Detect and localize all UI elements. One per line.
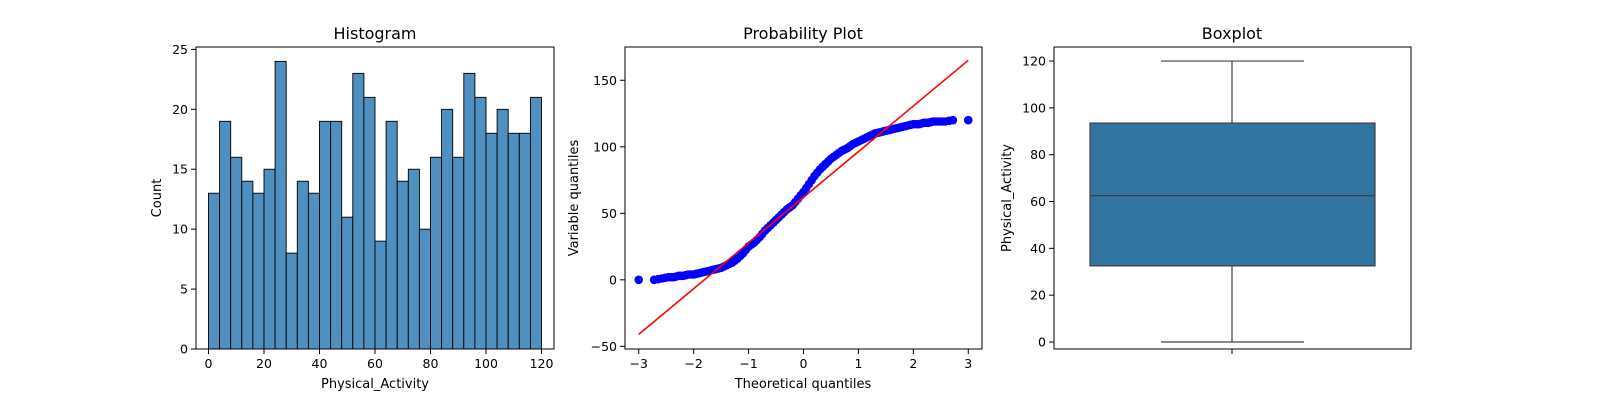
probability-plot-points [634,115,973,285]
x-tick-label: 100 [474,356,498,371]
boxplot-panel: Boxplot 0 20 40 60 80 100 120 Physical_Activit… [1000,24,1412,354]
probability-plot-point [963,115,973,125]
boxplot-ylabel: Physical_Activity [1000,144,1015,252]
histogram-bar [407,168,420,350]
histogram-bar [285,252,298,350]
probability-plot-x-ticks: −3 −2 −1 0 1 2 3 [630,349,972,371]
probability-plot-title: Probability Plot [743,24,863,43]
histogram-bar [452,156,465,350]
histogram-xlabel: Physical_Activity [321,377,429,392]
y-tick-label: 100 [1022,100,1046,115]
histogram-bar [319,120,332,350]
x-tick-label: 2 [909,356,917,371]
y-tick-label: 20 [1030,288,1046,303]
histogram-bar [274,60,287,350]
probability-plot-xlabel: Theoretical quantiles [734,377,872,392]
histogram-bar [208,192,221,350]
histogram-panel: Histogram 0 20 40 60 80 100 120 0 5 10 15 20 25 Phy… [150,24,555,392]
y-tick-label: 5 [180,282,188,297]
x-tick-label: −2 [684,356,702,371]
histogram-bar [418,228,431,350]
y-tick-label: 120 [1022,54,1046,69]
histogram-bar [307,192,320,350]
histogram-bar [296,180,309,350]
boxplot-y-ticks: 0 20 40 60 80 100 120 [1022,54,1054,349]
histogram-bar [485,132,498,350]
histogram-bar [374,240,387,350]
y-tick-label: −50 [591,339,617,354]
y-tick-label: 10 [172,222,188,237]
x-tick-label: 120 [530,356,554,371]
probability-plot-point [948,115,958,125]
x-tick-label: 20 [256,356,272,371]
histogram-bar [430,156,443,350]
x-tick-label: 80 [423,356,439,371]
histogram-bar [341,216,354,350]
histogram-bar [529,96,542,350]
histogram-bar [474,96,487,350]
histogram-bar [396,180,409,350]
probability-plot-point [634,275,644,285]
y-tick-label: 50 [601,206,617,221]
boxplot-title: Boxplot [1202,24,1262,43]
histogram-frame [195,46,555,350]
probability-plot-fit-line [638,59,969,335]
histogram-x-ticks: 0 20 40 60 80 100 120 [205,349,554,371]
histogram-bar [241,180,254,350]
histogram-bar [496,108,509,350]
y-tick-label: 15 [172,162,188,177]
histogram-bar [352,72,365,350]
histogram-bars [208,60,542,350]
x-tick-label: 0 [205,356,213,371]
y-tick-label: 80 [1030,147,1046,162]
histogram-bar [363,96,376,350]
histogram-bar [330,120,343,350]
y-tick-label: 0 [180,342,188,357]
x-tick-label: −3 [630,356,648,371]
y-tick-label: 100 [593,139,617,154]
histogram-title: Histogram [334,24,417,43]
histogram-bar [507,132,520,350]
x-tick-label: 60 [367,356,383,371]
y-tick-label: 20 [172,102,188,117]
y-tick-label: 150 [593,73,617,88]
x-tick-label: 40 [312,356,328,371]
y-tick-label: 40 [1030,241,1046,256]
x-tick-label: 0 [800,356,808,371]
y-tick-label: 0 [1038,334,1046,349]
histogram-bar [219,120,232,350]
y-tick-label: 60 [1030,194,1046,209]
histogram-bar [230,156,243,350]
histogram-ylabel: Count [150,179,165,218]
probability-plot-y-ticks: −50 0 50 100 150 [591,73,625,354]
x-tick-label: 1 [854,356,862,371]
histogram-bar [252,192,265,350]
y-tick-label: 0 [609,272,617,287]
x-tick-label: 3 [964,356,972,371]
histogram-y-ticks: 0 5 10 15 20 25 [172,42,196,357]
histogram-bar [441,108,454,350]
histogram-bar [263,168,276,350]
boxplot-box [1089,60,1376,343]
histogram-bar [463,72,476,350]
x-tick-label: −1 [739,356,757,371]
y-tick-label: 25 [172,42,188,57]
histogram-bar [518,132,531,350]
probability-plot-ylabel: Variable quantiles [567,139,582,256]
probability-plot-panel: Probability Plot −3 −2 −1 0 1 2 3 −50 0 50 100 150… [567,24,983,392]
histogram-bar [385,120,398,350]
probability-plot-frame [624,46,983,350]
boxplot-iqr-box [1089,122,1376,267]
